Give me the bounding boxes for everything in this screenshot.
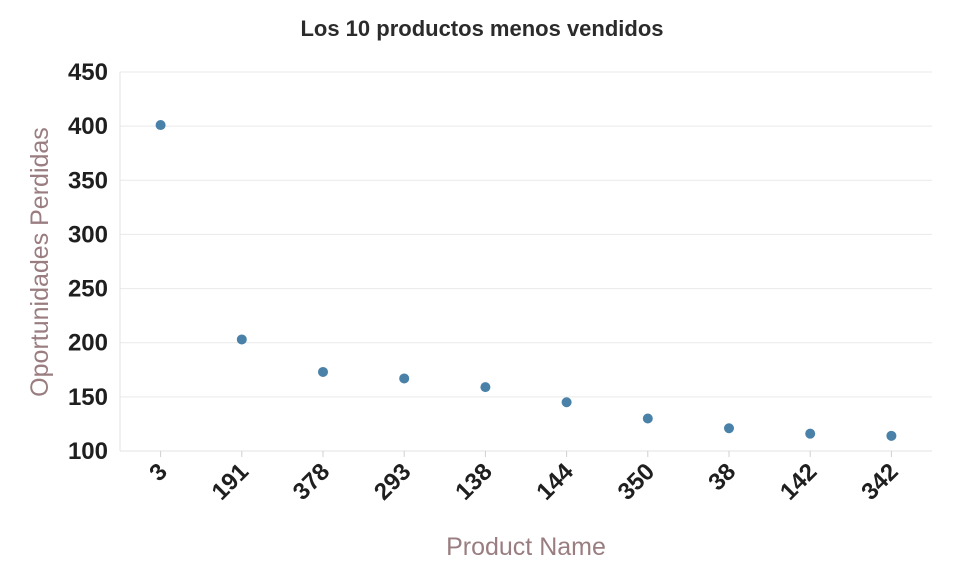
data-point-3 [155, 120, 166, 131]
x-tick-label-350: 350 [613, 458, 660, 505]
data-point-293 [399, 373, 410, 384]
y-tick-labels: 100 150 200 250 300 350 400 450 [68, 59, 108, 465]
chart-title: Los 10 productos menos vendidos [300, 16, 663, 41]
x-axis-label: Product Name [446, 533, 606, 561]
axes [119, 72, 932, 457]
data-point-142 [805, 428, 816, 439]
data-point-350 [642, 413, 653, 424]
x-tick-label-138: 138 [450, 458, 497, 505]
y-tick-label-300: 300 [68, 221, 108, 248]
x-tick-label-144: 144 [531, 458, 579, 506]
y-tick-label-250: 250 [68, 276, 108, 303]
data-point-378 [318, 366, 328, 377]
y-tick-label-150: 150 [68, 384, 108, 411]
data-point-342 [886, 430, 897, 441]
y-tick-label-100: 100 [68, 438, 108, 465]
y-tick-label-350: 350 [68, 167, 108, 194]
data-point-191 [236, 334, 247, 345]
y-axis-label: Oportunidades Perdidas [26, 127, 54, 397]
x-tick-labels: 3 191 378 293 138 144 350 38 142 342 [144, 458, 903, 506]
data-points [155, 120, 897, 441]
data-point-38 [724, 423, 734, 434]
gridlines [120, 71, 932, 398]
y-tick-label-200: 200 [68, 330, 108, 357]
y-tick-label-450: 450 [68, 59, 108, 86]
x-tick-label-342: 342 [856, 458, 903, 505]
x-tick-label-142: 142 [775, 458, 822, 505]
x-tick-label-191: 191 [207, 458, 254, 505]
x-tick-label-38: 38 [703, 458, 741, 496]
x-tick-label-293: 293 [369, 458, 416, 505]
x-tick-label-3: 3 [144, 458, 173, 487]
y-tick-label-400: 400 [68, 113, 108, 140]
x-tick-label-378: 378 [288, 458, 335, 505]
data-point-138 [480, 382, 491, 393]
data-point-144 [561, 397, 572, 408]
